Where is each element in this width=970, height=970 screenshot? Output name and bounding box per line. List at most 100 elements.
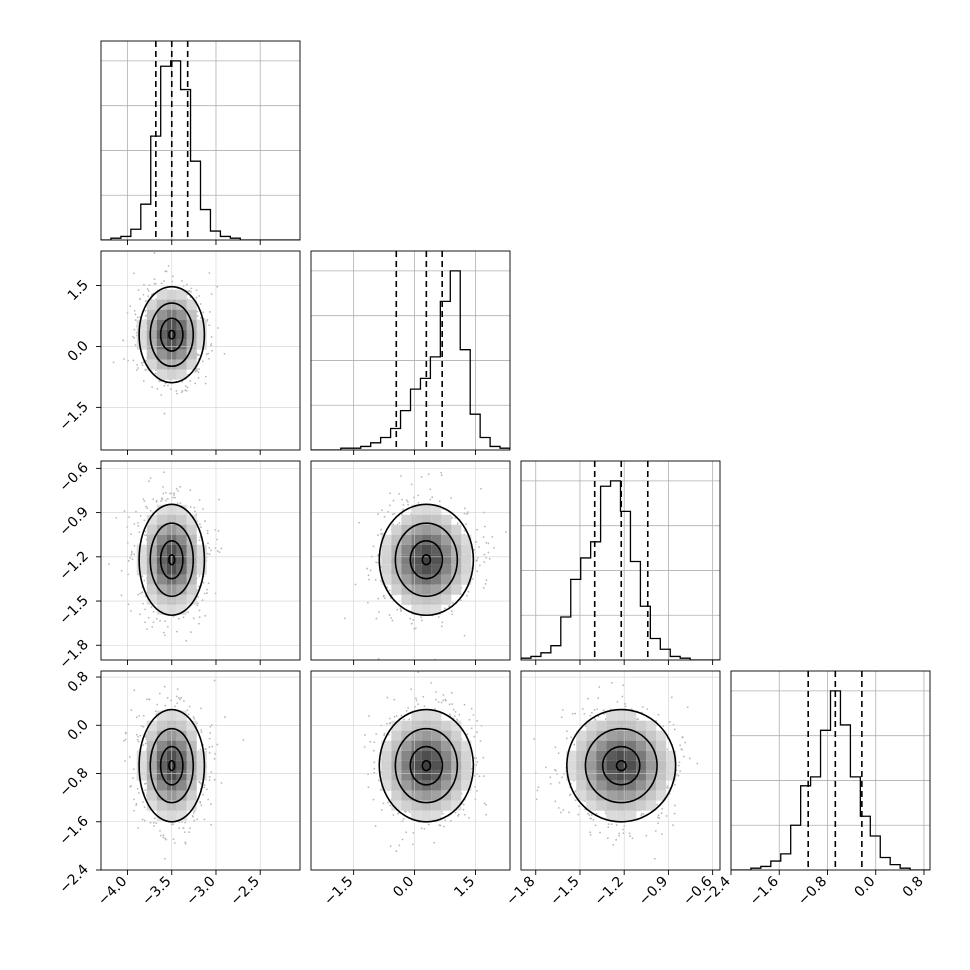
sample-point xyxy=(430,681,433,684)
sample-point xyxy=(592,819,595,821)
sample-point xyxy=(130,554,133,556)
sample-point xyxy=(139,734,142,737)
density-cell xyxy=(401,564,412,575)
sample-point xyxy=(200,729,203,731)
sample-point xyxy=(373,741,376,744)
sample-point xyxy=(142,744,145,747)
density-cell xyxy=(146,730,157,741)
sample-point xyxy=(367,786,370,789)
sample-point xyxy=(216,538,219,541)
sample-point xyxy=(203,784,206,787)
sample-point xyxy=(181,390,184,392)
sample-point xyxy=(457,813,460,816)
sample-point xyxy=(199,707,202,710)
sample-point xyxy=(417,703,419,705)
sample-point xyxy=(382,595,385,598)
density-cell xyxy=(461,544,472,555)
density-cell xyxy=(451,554,462,565)
density-cell xyxy=(421,604,432,615)
sample-point xyxy=(205,353,208,356)
sample-point xyxy=(141,575,144,578)
sample-point xyxy=(440,471,443,474)
sample-point xyxy=(162,631,165,634)
sample-point xyxy=(421,619,423,622)
sample-point xyxy=(208,746,211,749)
sample-point xyxy=(463,529,466,532)
sample-point xyxy=(200,804,203,807)
sample-point xyxy=(366,567,369,570)
sample-point xyxy=(377,597,380,600)
sample-point xyxy=(383,515,386,518)
sample-point xyxy=(188,705,191,708)
sample-point xyxy=(135,510,137,513)
sample-point xyxy=(177,697,180,699)
sample-point xyxy=(206,529,209,532)
sample-point xyxy=(429,498,432,501)
sample-point xyxy=(135,804,138,806)
sample-point xyxy=(196,602,199,605)
sample-point xyxy=(164,270,167,273)
density-cell xyxy=(196,750,207,761)
sample-point xyxy=(391,619,394,622)
sample-point xyxy=(211,745,214,748)
sample-point xyxy=(450,610,453,613)
sample-point xyxy=(451,703,454,705)
density-cell xyxy=(146,584,157,595)
sample-point xyxy=(458,713,461,716)
sample-point xyxy=(577,813,580,816)
sample-point xyxy=(487,542,490,545)
sample-point xyxy=(437,616,440,618)
sample-point xyxy=(129,305,132,308)
sample-point xyxy=(144,742,147,745)
sample-point xyxy=(131,558,134,561)
density-cell xyxy=(146,554,157,565)
sample-point xyxy=(438,824,441,827)
sample-point xyxy=(165,499,167,502)
sample-point xyxy=(389,804,392,807)
sample-point xyxy=(167,384,169,387)
sample-point xyxy=(440,474,443,477)
sample-point xyxy=(123,358,126,360)
sample-point xyxy=(208,357,210,360)
sample-point xyxy=(422,695,425,698)
sample-point xyxy=(189,631,192,633)
density-cell xyxy=(461,760,472,771)
sample-point xyxy=(392,499,395,502)
sample-point xyxy=(395,715,398,717)
sample-point xyxy=(410,483,413,486)
sample-point xyxy=(139,514,142,517)
sample-point xyxy=(615,824,618,826)
sample-point xyxy=(136,738,139,741)
density-cell xyxy=(186,329,197,340)
sample-point xyxy=(164,491,167,494)
sample-point xyxy=(208,324,211,327)
sample-point xyxy=(112,361,115,364)
sample-point xyxy=(176,502,179,505)
sample-point xyxy=(198,295,201,297)
sample-point xyxy=(192,812,195,814)
density-cell xyxy=(401,770,412,781)
sample-point xyxy=(202,311,205,314)
sample-point xyxy=(141,591,143,594)
sample-point xyxy=(198,609,201,612)
density-cell xyxy=(136,319,147,330)
sample-point xyxy=(402,508,404,511)
density-cell xyxy=(186,760,197,771)
sample-point xyxy=(197,377,200,379)
sample-point xyxy=(545,766,547,769)
sample-point xyxy=(583,712,586,715)
sample-point xyxy=(192,815,194,818)
sample-point xyxy=(423,705,426,707)
density-cell xyxy=(136,329,147,340)
sample-point xyxy=(216,285,219,288)
density-cell xyxy=(421,574,432,585)
sample-point xyxy=(433,841,436,844)
sample-point xyxy=(407,503,409,506)
sample-point xyxy=(127,560,130,562)
density-cell xyxy=(136,554,147,565)
sample-point xyxy=(358,521,360,524)
density-cell xyxy=(441,800,452,811)
sample-point xyxy=(374,578,377,581)
sample-point xyxy=(133,328,136,331)
sample-point xyxy=(123,510,126,513)
